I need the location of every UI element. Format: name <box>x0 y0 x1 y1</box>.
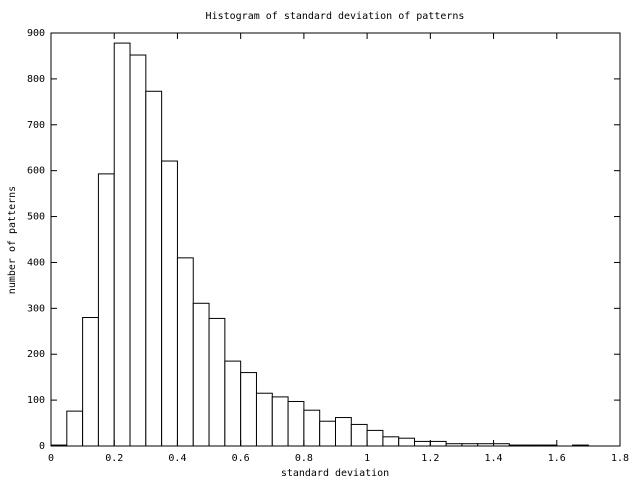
y-tick-label: 400 <box>27 257 45 268</box>
bar <box>287 400 305 447</box>
x-tick-label: 0 <box>48 453 54 464</box>
y-tick-label: 900 <box>27 28 45 39</box>
bar <box>350 423 368 447</box>
x-tick-label: 1.8 <box>611 453 629 464</box>
y-tick-label: 700 <box>27 120 45 131</box>
bar <box>366 429 384 447</box>
y-tick-label: 0 <box>39 441 45 452</box>
x-tick-label: 0.4 <box>168 453 186 464</box>
y-tick-label: 800 <box>27 74 45 85</box>
x-tick-label: 1.6 <box>548 453 566 464</box>
x-tick-label: 0.8 <box>295 453 313 464</box>
x-tick-label: 0.6 <box>232 453 250 464</box>
plot-frame <box>50 32 621 447</box>
bar <box>303 409 321 447</box>
y-tick-label: 600 <box>27 166 45 177</box>
bar <box>145 90 163 447</box>
bar <box>414 440 431 447</box>
bar <box>240 372 257 447</box>
bar <box>113 42 131 447</box>
y-tick-label: 300 <box>27 303 45 314</box>
bar <box>97 173 115 447</box>
x-tick-label: 1 <box>364 453 370 464</box>
y-tick-label: 100 <box>27 395 45 406</box>
x-tick-label: 1.2 <box>421 453 439 464</box>
x-tick-label: 1.4 <box>485 453 503 464</box>
bar <box>161 160 178 447</box>
bar <box>224 360 242 447</box>
bar <box>192 302 210 447</box>
bar <box>398 437 416 447</box>
bar <box>208 317 226 447</box>
bar <box>176 257 194 447</box>
bar <box>429 440 447 447</box>
bar <box>319 420 337 447</box>
x-tick-label: 0.2 <box>105 453 123 464</box>
y-axis-label: number of patterns <box>7 186 18 294</box>
bar <box>255 392 273 447</box>
chart-title: Histogram of standard deviation of patte… <box>206 11 465 22</box>
bar <box>335 417 352 447</box>
bar <box>66 410 84 447</box>
bar <box>382 436 400 447</box>
y-tick-label: 500 <box>27 212 45 223</box>
y-tick-label: 200 <box>27 349 45 360</box>
x-axis-label: standard deviation <box>281 468 389 479</box>
bar <box>271 396 289 447</box>
bar <box>82 317 99 447</box>
bar <box>129 54 147 447</box>
